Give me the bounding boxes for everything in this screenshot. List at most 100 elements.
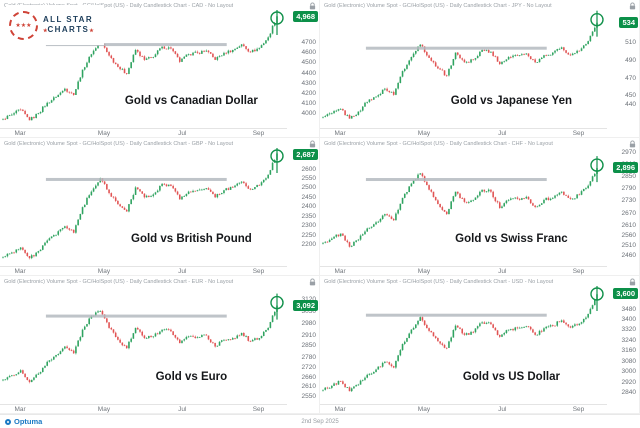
chart-title: Gold vs Canadian Dollar	[124, 95, 258, 108]
y-axis: 3480 3400 3320 3240 3160 3080 3000 2920 2840	[606, 286, 639, 404]
y-axis-label: 3400	[621, 315, 636, 323]
candlestick-plot[interactable]	[0, 148, 287, 266]
star-icon: ★	[43, 28, 48, 34]
y-axis-label: 2850	[621, 173, 636, 180]
y-axis-label: 2550	[301, 174, 316, 182]
y-axis-label: 2550	[301, 392, 316, 400]
y-axis-label: 2600	[301, 165, 316, 173]
y-axis-label: 4500	[301, 59, 316, 67]
x-axis-label: May	[97, 268, 111, 275]
candlestick-plot[interactable]	[0, 10, 287, 128]
x-axis: Mar May Jul Sep	[0, 266, 287, 275]
y-axis: 510 490 470 450 440	[606, 10, 639, 128]
y-axis-label: 4400	[301, 69, 316, 77]
y-axis-label: 2400	[301, 203, 316, 211]
candlestick-plot[interactable]	[320, 148, 607, 266]
allstarcharts-emblem-icon: ★★★	[9, 10, 38, 40]
x-axis: Mar May Jul Sep	[320, 128, 607, 137]
lock-icon[interactable]	[629, 138, 636, 153]
y-axis-label: 2610	[621, 221, 636, 229]
candlestick-plot[interactable]	[320, 286, 607, 404]
lock-icon[interactable]	[309, 276, 316, 291]
x-axis-label: May	[417, 130, 431, 137]
y-axis-label: 2730	[621, 197, 636, 205]
y-axis-label: 2920	[621, 378, 636, 386]
y-axis-label: 3320	[621, 326, 636, 334]
y-axis-label: 4600	[301, 49, 316, 57]
y-axis-label: 2980	[301, 320, 316, 327]
x-axis-label: Sep	[572, 268, 585, 275]
x-axis: Mar May Jul Sep	[320, 266, 607, 275]
y-axis-label: 2560	[621, 232, 636, 240]
candlestick-plot[interactable]	[0, 286, 287, 404]
chart-header-text: Gold (Electronic) Volume Spot - GC/HolSp…	[324, 2, 552, 9]
chart-header-text: Gold (Electronic) Volume Spot - GC/HolSp…	[324, 278, 554, 285]
x-axis-label: Mar	[14, 268, 26, 275]
last-price-badge: 3,600	[613, 288, 638, 300]
chart-area: 510 490 470 450 440 Mar May Jul Sep 534 Gold vs…	[320, 10, 639, 137]
x-axis-label: Mar	[334, 130, 346, 137]
x-axis-label: Jul	[178, 268, 187, 275]
lock-icon[interactable]	[629, 276, 636, 291]
y-axis-label: 2500	[301, 184, 316, 192]
y-axis-label: 2720	[301, 364, 316, 371]
y-axis-label: 2450	[301, 193, 316, 201]
y-axis: 2600 2550 2500 2450 2400 2350 2300 2250 2200	[286, 148, 319, 266]
x-axis-label: May	[417, 268, 431, 275]
lock-icon[interactable]	[309, 138, 316, 153]
x-axis: Mar May Jul Sep	[320, 404, 607, 413]
x-axis-label: Jul	[498, 268, 507, 275]
chart-area: 4700 4600 4500 4400 4300 4200 4100 4000 Mar May J…	[0, 10, 319, 137]
chart-title: Gold vs Swiss Franc	[455, 233, 568, 246]
charts-grid: Gold (Electronic) Volume Spot - GC/HolSp…	[0, 0, 640, 414]
y-axis-label: 490	[625, 56, 636, 64]
y-axis-label: 450	[625, 92, 636, 100]
logo-line-2: ★CHARTS★	[43, 25, 94, 34]
y-axis-label: 4100	[301, 100, 316, 108]
x-axis-label: May	[417, 406, 431, 413]
y-axis-label: 2850	[301, 342, 316, 349]
y-axis-label: 2660	[301, 374, 316, 382]
x-axis-label: Jul	[498, 130, 507, 137]
y-axis-label: 2840	[621, 389, 636, 397]
chart-title: Gold vs Japanese Yen	[450, 95, 573, 108]
x-axis-label: Jul	[178, 130, 187, 137]
chart-panel: Gold (Electronic) Volume Spot - GC/HolSp…	[320, 276, 640, 414]
y-axis-label: 3160	[621, 347, 636, 355]
y-axis-label: 3240	[621, 336, 636, 344]
lock-icon[interactable]	[629, 0, 636, 15]
x-axis-label: Sep	[572, 406, 585, 413]
x-axis-label: Mar	[14, 130, 26, 137]
allstarcharts-logo: ★★★ ALL STAR ★CHARTS★	[6, 5, 104, 45]
optuma-logo-icon	[5, 418, 11, 425]
y-axis-label: 2670	[621, 209, 636, 217]
y-axis: 4700 4600 4500 4400 4300 4200 4100 4000	[286, 10, 319, 128]
y-axis-label: 2910	[301, 331, 316, 339]
optuma-brand: Optuma	[5, 417, 42, 426]
y-axis-label: 2510	[621, 242, 636, 250]
footer-date: 2nd Sep 2025	[301, 418, 339, 425]
chart-area: 2970291028502790273026702610256025102460…	[320, 148, 639, 275]
logo-line-1: ALL STAR	[43, 15, 94, 24]
y-axis-label: 3000	[621, 368, 636, 376]
y-axis-label: 2610	[301, 382, 316, 390]
chart-area: 3120305029802910285027802720266026102550…	[0, 286, 319, 413]
panel-header: Gold (Electronic) Volume Spot - GC/HolSp…	[0, 138, 319, 148]
candlestick-plot[interactable]	[320, 10, 607, 128]
x-axis-label: Jul	[178, 406, 187, 413]
chart-title: Gold vs British Pound	[131, 233, 252, 246]
last-price-badge: 3,092	[293, 299, 318, 311]
chart-area: 2600 2550 2500 2450 2400 2350 2300 2250 2200 Mar…	[0, 148, 319, 275]
y-axis-label: 2790	[621, 185, 636, 193]
y-axis-label: 4300	[301, 79, 316, 87]
y-axis-label: 470	[625, 74, 636, 82]
chart-panel: Gold (Electronic) Volume Spot - GC/HolSp…	[0, 276, 320, 414]
y-axis-label: 2350	[301, 212, 316, 220]
chart-header-text: Gold (Electronic) Volume Spot - GC/HolSp…	[4, 2, 234, 9]
x-axis-label: Mar	[334, 406, 346, 413]
chart-title: Gold vs US Dollar	[462, 371, 560, 384]
footer-bar: Optuma 2nd Sep 2025	[0, 414, 640, 428]
lock-icon[interactable]	[309, 0, 316, 15]
optuma-brand-label: Optuma	[14, 417, 43, 426]
last-price-badge: 2,896	[613, 162, 638, 174]
